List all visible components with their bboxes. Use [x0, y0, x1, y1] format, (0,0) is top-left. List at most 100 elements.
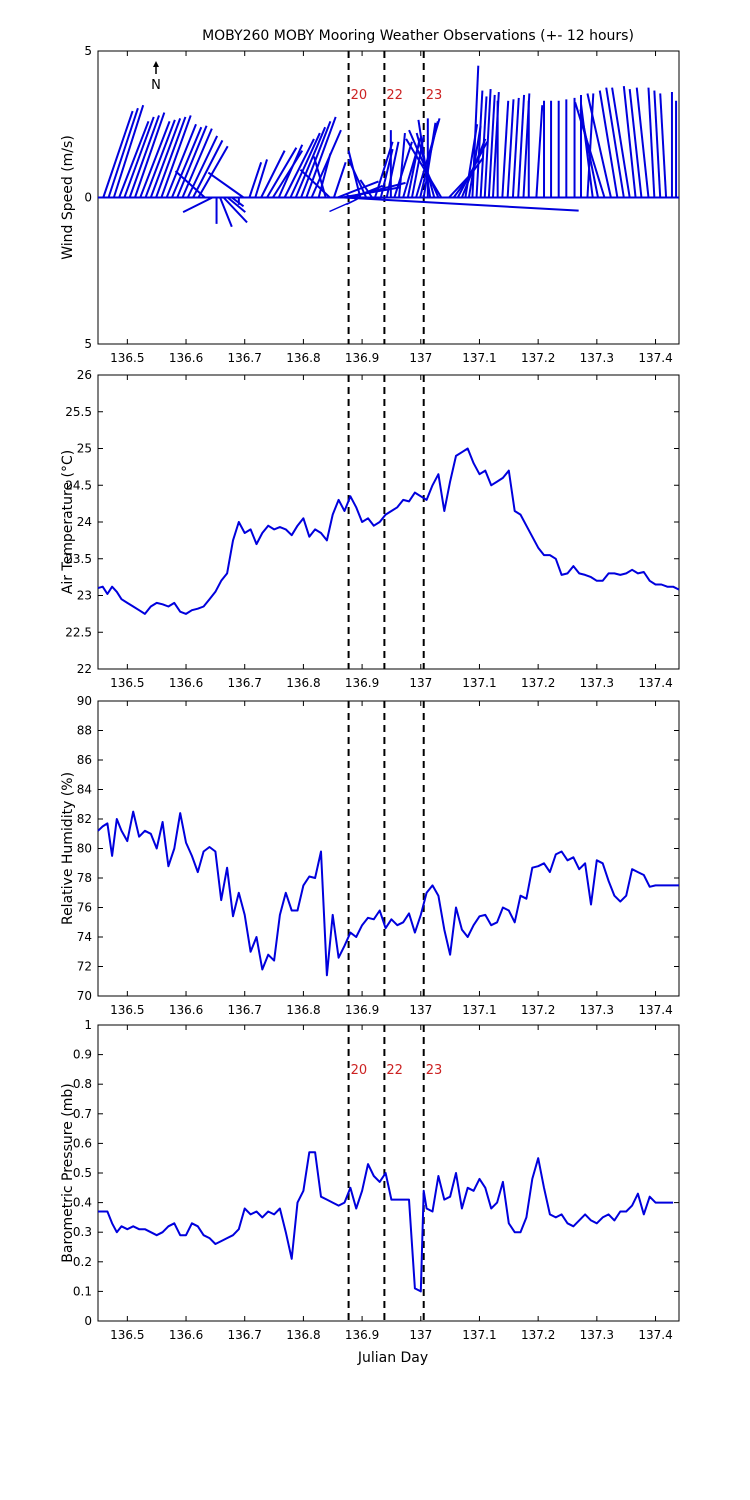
wind-vector [579, 109, 599, 198]
y-tick-label: 23 [77, 589, 92, 603]
x-tick-label: 136.9 [345, 1328, 379, 1342]
wind-vector [260, 150, 286, 198]
x-tick-label: 137 [409, 351, 432, 365]
panels: 136.5 136.6 136.7 136.8 136.9 137 137.1 137.2 13… [60, 44, 680, 1342]
wind-vector [574, 101, 606, 198]
series-line-humidity [97, 810, 679, 977]
wind-vector [248, 162, 263, 198]
y-tick-label: 70 [77, 989, 92, 1003]
wind-vector [149, 118, 182, 198]
y-tick-label: 78 [77, 871, 92, 885]
wind-vector [134, 112, 166, 198]
y-tick-label: 80 [77, 842, 92, 856]
y-tick-label: 0.1 [73, 1284, 92, 1298]
wind-vector [605, 87, 625, 198]
wind-vector [471, 65, 480, 198]
y-tick-label: 0.2 [73, 1255, 92, 1269]
panel-pressure: 136.5 136.6 136.7 136.8 136.9 137 137.1 137.2 13… [60, 1018, 680, 1342]
x-tick-label: 136.5 [110, 676, 144, 690]
y-tick-label: 86 [77, 753, 92, 767]
wind-vector [118, 120, 150, 198]
x-tick-label: 137 [409, 1328, 432, 1342]
wind-vector [659, 93, 668, 198]
x-tick-label: 137.4 [638, 351, 672, 365]
wind-vector [501, 100, 510, 198]
x-tick-label: 137.3 [580, 1328, 614, 1342]
wind-vector [385, 141, 400, 198]
x-tick-label: 137.3 [580, 1003, 614, 1017]
wind-vector [107, 107, 139, 198]
north-arrowhead-icon [153, 61, 159, 67]
wind-vector [182, 196, 213, 214]
wind-vector [254, 159, 268, 198]
x-tick-label: 137.1 [462, 1003, 496, 1017]
x-tick-label: 136.9 [345, 351, 379, 365]
x-tick-label: 137.2 [521, 1003, 555, 1017]
y-tick-label: 72 [77, 960, 92, 974]
y-tick-label: 23.5 [65, 552, 92, 566]
x-tick-label: 136.9 [345, 1003, 379, 1017]
x-tick-label: 136.5 [110, 1003, 144, 1017]
wind-vector [586, 93, 612, 198]
panel-humidity: 136.5 136.6 136.7 136.8 136.9 137 137.1 137.2 13… [60, 694, 680, 1017]
wind-vector [102, 110, 134, 198]
wind-vector [176, 125, 208, 198]
wind-vector [139, 120, 171, 198]
wind-vector [506, 99, 515, 198]
x-tick-label: 136.5 [110, 351, 144, 365]
event-marker-label: 20 [351, 88, 368, 103]
wind-vector [128, 115, 160, 198]
y-tick-label: 0 [84, 191, 92, 205]
x-tick-label: 136.9 [345, 676, 379, 690]
series-line-pressure [98, 1151, 674, 1293]
wind-vector [299, 168, 331, 199]
wind-vector [181, 128, 213, 198]
event-marker-label: 22 [386, 1063, 403, 1078]
wind-vector [415, 132, 436, 198]
y-tick-label: 0.4 [73, 1196, 92, 1210]
y-tick-label: 0.7 [73, 1107, 92, 1121]
y-tick-label: 25.5 [65, 405, 92, 419]
x-tick-label: 136.8 [286, 1003, 320, 1017]
x-tick-label: 136.7 [228, 676, 262, 690]
wind-vector-arrowhead [329, 193, 359, 213]
wind-vector [511, 97, 520, 198]
x-tick-label: 137.2 [521, 1328, 555, 1342]
wind-vector [112, 104, 145, 198]
wind-vector [647, 87, 656, 198]
x-tick-label: 137.2 [521, 351, 555, 365]
wind-vector [598, 90, 619, 198]
x-tick-label: 136.8 [286, 351, 320, 365]
wind-vector [222, 196, 248, 224]
y-tick-label: 22 [77, 662, 92, 676]
wind-vector [310, 129, 342, 198]
figure-title: MOBY260 MOBY Mooring Weather Observation… [202, 28, 634, 44]
wind-vector [294, 126, 327, 198]
series-line-air_temp [97, 447, 680, 615]
y-tick-label: 0 [84, 1314, 92, 1328]
wind-vector [475, 90, 484, 198]
x-tick-label: 136.7 [228, 351, 262, 365]
wind-vector [266, 147, 298, 199]
wind-vector [343, 196, 579, 212]
wind-vector [653, 90, 662, 198]
wind-vector [305, 116, 337, 198]
y-tick-label: 82 [77, 812, 92, 826]
x-tick-label: 136.7 [228, 1328, 262, 1342]
wind-vector [346, 181, 406, 199]
y-tick-label: 76 [77, 901, 92, 915]
x-tick-label: 137.1 [462, 1328, 496, 1342]
wind-vector [160, 115, 192, 198]
x-tick-label: 137.3 [580, 351, 614, 365]
x-tick-label: 136.8 [286, 1328, 320, 1342]
y-tick-label: 24.5 [65, 478, 92, 492]
wind-vector [197, 145, 229, 198]
x-tick-label: 137 [409, 1003, 432, 1017]
y-tick-label: 0.9 [73, 1048, 92, 1062]
x-tick-label: 137.1 [462, 351, 496, 365]
event-marker-label: 20 [351, 1063, 368, 1078]
wind-vector [487, 94, 496, 198]
x-tick-label: 137 [409, 676, 432, 690]
